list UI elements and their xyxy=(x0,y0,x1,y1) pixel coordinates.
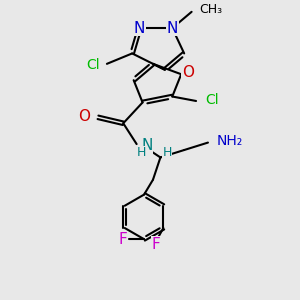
Text: O: O xyxy=(79,109,91,124)
Text: NH₂: NH₂ xyxy=(217,134,243,148)
Text: N: N xyxy=(141,138,153,153)
Text: N: N xyxy=(134,21,145,36)
Text: O: O xyxy=(182,65,194,80)
Text: F: F xyxy=(119,232,128,247)
Text: Cl: Cl xyxy=(205,93,219,107)
Text: Cl: Cl xyxy=(86,58,100,72)
Text: F: F xyxy=(152,237,160,252)
Text: H: H xyxy=(136,146,146,160)
Text: CH₃: CH₃ xyxy=(199,3,222,16)
Text: N: N xyxy=(167,21,178,36)
Text: H: H xyxy=(162,146,172,159)
